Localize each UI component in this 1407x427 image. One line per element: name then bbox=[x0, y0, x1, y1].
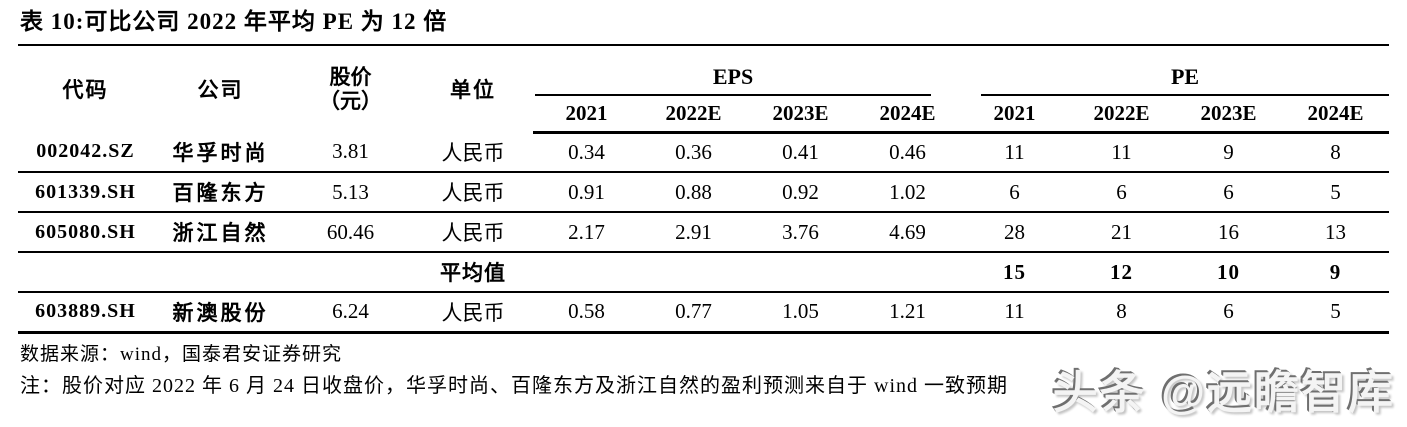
cell-code: 605080.SH bbox=[35, 220, 136, 243]
cell-pe-2022e: 8 bbox=[1116, 299, 1127, 324]
header-group-row: 代码 公司 股价 （元） 单位 EPS PE bbox=[18, 46, 1390, 113]
cell-pe-2023e: 9 bbox=[1223, 139, 1234, 164]
cell-pe-2021: 11 bbox=[1004, 299, 1025, 324]
table-title: 表 10:可比公司 2022 年平均 PE 为 12 倍 bbox=[18, 8, 1389, 46]
cell-eps-2021: 2.17 bbox=[568, 219, 605, 244]
cell-price: 5.13 bbox=[332, 179, 369, 204]
cell-pe-2022e: 6 bbox=[1116, 179, 1127, 204]
col-header-eps-2023e: 2023E bbox=[747, 96, 854, 134]
cell-pe-2023e: 16 bbox=[1218, 219, 1240, 244]
col-header-eps-2021: 2021 bbox=[533, 96, 640, 134]
cell-eps-2022e: 2.91 bbox=[675, 219, 712, 244]
eps-group-label: EPS bbox=[535, 64, 932, 96]
col-header-pe-2021: 2021 bbox=[961, 96, 1069, 134]
cell-pe-2021: 28 bbox=[1004, 219, 1026, 244]
col-header-company: 公司 bbox=[197, 78, 244, 102]
table-row-bailong: 601339.SH 百隆东方 5.13 人民币 0.91 0.88 0.92 1… bbox=[18, 172, 1390, 212]
cell-eps-2024e: 4.69 bbox=[889, 219, 926, 244]
cell-pe-2021: 11 bbox=[1004, 139, 1025, 164]
cell-eps-2024e: 0.46 bbox=[889, 139, 926, 164]
cell-price: 6.24 bbox=[332, 299, 369, 324]
col-header-pe-2023e: 2023E bbox=[1175, 96, 1283, 134]
cell-pe-2024e: 5 bbox=[1330, 299, 1341, 324]
cell-price: 3.81 bbox=[332, 139, 369, 163]
cell-eps-2021 bbox=[533, 252, 640, 292]
table-row-huafu: 002042.SZ 华孚时尚 3.81 人民币 0.34 0.36 0.41 0… bbox=[18, 132, 1390, 172]
cell-company bbox=[153, 252, 288, 292]
table-header: 代码 公司 股价 （元） 单位 EPS PE 2021 2022E 2023E … bbox=[18, 46, 1390, 134]
cell-unit: 人民币 bbox=[441, 181, 505, 205]
cell-code: 603889.SH bbox=[35, 300, 136, 323]
table-row-average: 平均值 15 12 10 9 bbox=[18, 252, 1390, 292]
cell-eps-2024e: 1.21 bbox=[889, 299, 926, 324]
table-row-xinao: 603889.SH 新澳股份 6.24 人民币 0.58 0.77 1.05 1… bbox=[18, 292, 1390, 332]
cell-pe-2021: 15 bbox=[1003, 259, 1027, 284]
cell-code: 601339.SH bbox=[35, 180, 136, 203]
header-year-row: 2021 2022E 2023E 2024E 2021 2022E 2023E … bbox=[18, 96, 1390, 134]
cell-eps-2023e: 1.05 bbox=[782, 299, 819, 324]
cell-eps-2021: 0.34 bbox=[568, 139, 605, 164]
cell-company: 浙江自然 bbox=[172, 221, 269, 245]
cell-eps-2023e: 0.41 bbox=[782, 139, 819, 164]
col-group-eps: EPS bbox=[533, 46, 961, 96]
cell-eps-2024e bbox=[854, 252, 961, 292]
cell-pe-2023e: 6 bbox=[1223, 299, 1234, 324]
cell-pe-2024e: 9 bbox=[1329, 259, 1342, 284]
cell-eps-2022e bbox=[640, 252, 747, 292]
price-header-line1: 股价 bbox=[329, 65, 372, 89]
col-header-unit: 单位 bbox=[450, 78, 496, 102]
cell-pe-2022e: 12 bbox=[1110, 259, 1134, 284]
cell-price bbox=[288, 252, 413, 292]
table-footer: 数据来源：wind，国泰君安证券研究 注：股价对应 2022 年 6 月 24 … bbox=[18, 343, 1389, 399]
cell-eps-2022e: 0.36 bbox=[675, 139, 712, 164]
cell-pe-2021: 6 bbox=[1009, 179, 1020, 204]
cell-eps-2023e: 3.76 bbox=[782, 219, 819, 244]
col-header-eps-2024e: 2024E bbox=[854, 96, 962, 134]
footnote-line: 注：股价对应 2022 年 6 月 24 日收盘价，华孚时尚、百隆东方及浙江自然… bbox=[20, 374, 1008, 397]
col-header-price: 股价 （元） bbox=[288, 46, 413, 132]
cell-pe-2024e: 13 bbox=[1325, 219, 1347, 244]
cell-code bbox=[18, 252, 153, 292]
cell-price: 60.46 bbox=[326, 219, 375, 244]
price-header-line2: （元） bbox=[319, 89, 382, 113]
col-group-pe: PE bbox=[961, 46, 1390, 96]
report-table-section: 表 10:可比公司 2022 年平均 PE 为 12 倍 代码 公司 股价 （元… bbox=[18, 8, 1390, 399]
cell-eps-2023e: 0.92 bbox=[782, 179, 819, 204]
watermark-logo: 头条 @远瞻智库 bbox=[1052, 367, 1395, 418]
cell-eps-2022e: 0.77 bbox=[675, 299, 712, 324]
cell-pe-2023e: 10 bbox=[1217, 259, 1241, 284]
table-row-zhejiang: 605080.SH 浙江自然 60.46 人民币 2.17 2.91 3.76 … bbox=[18, 212, 1390, 252]
cell-eps-2021: 0.91 bbox=[568, 179, 605, 204]
cell-pe-2023e: 6 bbox=[1223, 179, 1234, 204]
cell-unit: 人民币 bbox=[441, 221, 505, 245]
cell-code: 002042.SZ bbox=[36, 140, 135, 162]
cell-unit: 人民币 bbox=[441, 140, 505, 165]
col-header-pe-2024e: 2024E bbox=[1282, 96, 1390, 134]
cell-company: 华孚时尚 bbox=[172, 140, 269, 165]
comparable-companies-table: 代码 公司 股价 （元） 单位 EPS PE 2021 2022E 2023E … bbox=[18, 46, 1390, 334]
pe-group-label: PE bbox=[981, 64, 1390, 96]
cell-company: 百隆东方 bbox=[172, 181, 269, 205]
cell-eps-2024e: 1.02 bbox=[889, 179, 926, 204]
cell-pe-2022e: 21 bbox=[1111, 219, 1133, 244]
cell-company: 新澳股份 bbox=[172, 300, 269, 325]
cell-pe-2024e: 8 bbox=[1330, 139, 1341, 164]
col-header-eps-2022e: 2022E bbox=[640, 96, 747, 134]
cell-unit: 人民币 bbox=[441, 300, 505, 325]
cell-pe-2022e: 11 bbox=[1111, 139, 1132, 164]
cell-average-label: 平均值 bbox=[440, 261, 506, 285]
cell-eps-2021: 0.58 bbox=[568, 299, 605, 324]
table-body: 002042.SZ 华孚时尚 3.81 人民币 0.34 0.36 0.41 0… bbox=[18, 132, 1390, 332]
col-header-code: 代码 bbox=[62, 78, 109, 102]
cell-eps-2022e: 0.88 bbox=[675, 179, 712, 204]
cell-eps-2023e bbox=[747, 252, 854, 292]
col-header-pe-2022e: 2022E bbox=[1068, 96, 1176, 134]
cell-pe-2024e: 5 bbox=[1330, 179, 1341, 204]
data-source-line: 数据来源：wind，国泰君安证券研究 bbox=[20, 343, 343, 365]
